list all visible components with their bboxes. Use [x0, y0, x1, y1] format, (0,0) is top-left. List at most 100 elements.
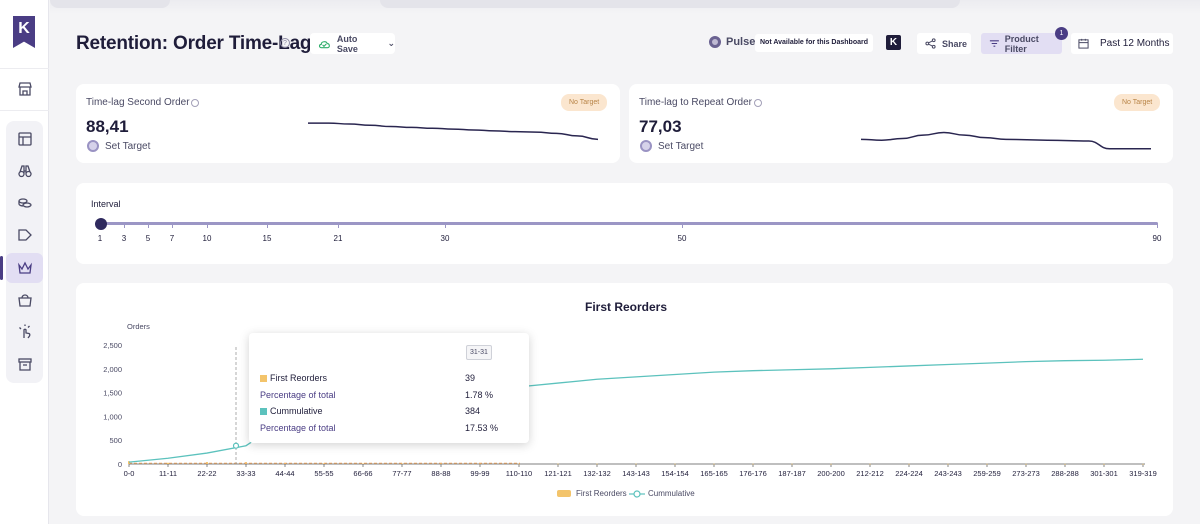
- pulse-status-badge: Not Available for this Dashboard: [755, 34, 873, 52]
- info-icon[interactable]: [754, 99, 762, 107]
- interval-tick-label[interactable]: 50: [677, 234, 687, 243]
- auto-save-label: Auto Save: [336, 33, 358, 54]
- product-filter-label: Product Filter: [1004, 33, 1039, 54]
- highlight-point[interactable]: [232, 442, 240, 449]
- sidebar-divider: [0, 68, 49, 69]
- tooltip-value: 39: [465, 373, 476, 383]
- sidebar-item-revenue[interactable]: [6, 188, 43, 218]
- tooltip-header: 31-31: [466, 345, 492, 360]
- interval-tick: [445, 223, 446, 228]
- product-filter-button[interactable]: Product Filter: [981, 33, 1062, 54]
- interval-tick: [207, 223, 208, 228]
- target-icon: [87, 140, 99, 152]
- chevron-down-icon: ⌄: [387, 38, 395, 48]
- bar-first-reorders[interactable]: [791, 463, 793, 465]
- bar-first-reorders[interactable]: [362, 463, 364, 464]
- x-tick-label: 165-165: [700, 469, 728, 478]
- info-icon[interactable]: [191, 99, 199, 107]
- bar-first-reorders[interactable]: [1064, 463, 1066, 465]
- legend-item-first-reorders[interactable]: First Reorders: [557, 489, 627, 498]
- bar-first-reorders[interactable]: [167, 462, 169, 464]
- legend-item-cumulative[interactable]: Cummulative: [629, 489, 695, 498]
- sidebar-item-store[interactable]: [6, 74, 43, 104]
- pulse-indicator[interactable]: Pulse: [709, 36, 755, 48]
- interval-tick-label[interactable]: 3: [121, 234, 127, 243]
- set-target-button[interactable]: Set Target: [87, 140, 150, 152]
- x-tick-label: 288-288: [1051, 469, 1079, 478]
- y-tick-label: 2,000: [103, 365, 122, 374]
- chart-title: First Reorders: [585, 300, 668, 314]
- bar-first-reorders[interactable]: [869, 463, 871, 465]
- set-target-label: Set Target: [105, 140, 151, 152]
- logo[interactable]: K: [13, 16, 35, 48]
- sidebar-item-retention[interactable]: [0, 253, 43, 283]
- date-range-picker[interactable]: Past 12 Months: [1071, 33, 1173, 54]
- sparkline-second-order: [308, 122, 598, 141]
- share-button[interactable]: Share: [917, 33, 971, 54]
- coins-icon: [17, 198, 32, 208]
- bar-first-reorders[interactable]: [596, 463, 598, 465]
- interval-slider-handle[interactable]: [95, 218, 107, 230]
- interval-tick-label[interactable]: 90: [1152, 234, 1162, 243]
- bar-first-reorders[interactable]: [1025, 463, 1027, 465]
- y-tick-label: 1,500: [103, 389, 122, 398]
- bar-first-reorders[interactable]: [557, 463, 559, 465]
- x-tick-label: 22-22: [197, 469, 216, 478]
- bar-first-reorders[interactable]: [908, 463, 910, 465]
- bar-first-reorders[interactable]: [674, 463, 676, 465]
- bar-first-reorders[interactable]: [518, 463, 520, 465]
- interval-tick-label[interactable]: 30: [440, 234, 450, 243]
- sidebar-nav-group: [6, 121, 43, 383]
- layout-icon: [17, 132, 32, 146]
- bar-first-reorders[interactable]: [1103, 463, 1105, 465]
- sidebar-item-products[interactable]: [6, 285, 43, 315]
- x-tick-label: 301-301: [1090, 469, 1118, 478]
- store-icon: [17, 82, 32, 96]
- bar-first-reorders[interactable]: [323, 463, 325, 464]
- x-tick-label: 176-176: [739, 469, 767, 478]
- interval-tick-label[interactable]: 21: [333, 234, 343, 243]
- interval-tick-label[interactable]: 15: [262, 234, 272, 243]
- x-tick-label: 33-33: [236, 469, 255, 478]
- interval-slider-track[interactable]: [100, 222, 1158, 225]
- kpi-label: Time-lag Second Order: [86, 97, 190, 108]
- auto-save-dropdown[interactable]: Auto Save ⌄: [310, 33, 395, 54]
- sidebar-item-archive[interactable]: [6, 349, 43, 379]
- sidebar: K: [0, 0, 49, 524]
- top-bar-fade: [50, 0, 1200, 14]
- x-tick-label: 224-224: [895, 469, 923, 478]
- bar-first-reorders[interactable]: [752, 463, 754, 465]
- sidebar-item-explore[interactable]: [6, 156, 43, 186]
- bar-first-reorders[interactable]: [128, 461, 130, 464]
- interval-tick-label[interactable]: 5: [145, 234, 151, 243]
- brand-badge[interactable]: K: [886, 35, 901, 50]
- bar-first-reorders[interactable]: [635, 463, 637, 465]
- x-tick-label: 143-143: [622, 469, 650, 478]
- set-target-button[interactable]: Set Target: [640, 140, 703, 152]
- interval-tick-label[interactable]: 10: [202, 234, 212, 243]
- bar-first-reorders[interactable]: [713, 463, 715, 465]
- x-tick-label: 66-66: [353, 469, 372, 478]
- bar-first-reorders[interactable]: [440, 463, 442, 465]
- help-icon[interactable]: ?: [280, 38, 290, 48]
- sidebar-divider: [0, 110, 49, 111]
- kpi-value: 77,03: [639, 117, 682, 136]
- x-tick-label: 200-200: [817, 469, 845, 478]
- x-tick-label: 273-273: [1012, 469, 1040, 478]
- bar-first-reorders[interactable]: [986, 463, 988, 465]
- bar-first-reorders[interactable]: [947, 463, 949, 465]
- x-tick-label: 132-132: [583, 469, 611, 478]
- sidebar-item-marketing[interactable]: [6, 220, 43, 250]
- interval-tick-label[interactable]: 1: [97, 234, 103, 243]
- sparkline-path: [308, 122, 598, 141]
- bar-first-reorders[interactable]: [1142, 463, 1144, 465]
- sidebar-item-dashboard[interactable]: [6, 124, 43, 154]
- no-target-badge: No Target: [1114, 94, 1161, 111]
- bar-first-reorders[interactable]: [830, 463, 832, 465]
- interval-tick: [682, 223, 683, 228]
- bar-first-reorders[interactable]: [479, 463, 481, 465]
- bar-first-reorders[interactable]: [401, 463, 403, 465]
- interval-tick-label[interactable]: 7: [169, 234, 175, 243]
- cloud-check-icon: [318, 40, 330, 48]
- sidebar-item-engagement[interactable]: [6, 317, 43, 347]
